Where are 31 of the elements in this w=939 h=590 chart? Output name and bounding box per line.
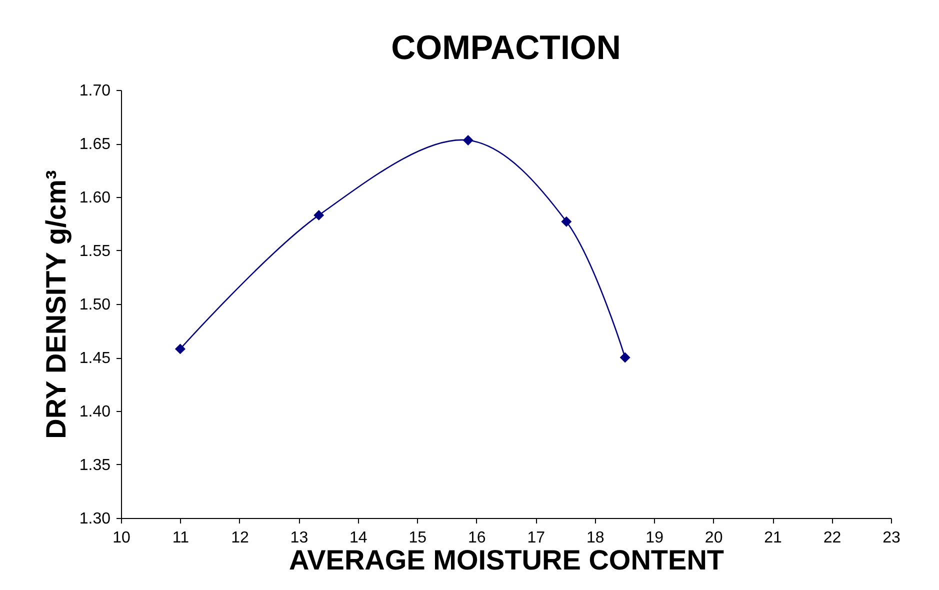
chart-title: COMPACTION bbox=[391, 29, 621, 67]
x-tick-label: 17 bbox=[527, 530, 546, 546]
point bbox=[174, 344, 186, 354]
y-tick-label: 1.35 bbox=[79, 457, 111, 474]
x-tick-label: 10 bbox=[112, 530, 130, 546]
point bbox=[561, 216, 572, 227]
y-tick-label: 1.45 bbox=[79, 350, 111, 367]
x-tick-label: 21 bbox=[764, 530, 782, 546]
point bbox=[462, 135, 474, 146]
x-tick-label: 15 bbox=[408, 530, 427, 546]
y-tick-label: 1.40 bbox=[79, 404, 111, 420]
x-tick-label: 14 bbox=[350, 530, 368, 546]
x-tick-label: 16 bbox=[468, 530, 486, 546]
x-tick-label: 23 bbox=[882, 530, 900, 546]
point bbox=[620, 352, 630, 363]
y-tick-label: 1.60 bbox=[79, 190, 111, 206]
y-tick-label: 1.30 bbox=[79, 510, 111, 528]
x-tick-label: 18 bbox=[586, 530, 604, 546]
x-axis-title: AVERAGE MOISTURE CONTENT bbox=[288, 544, 724, 576]
x-tick-label: 13 bbox=[290, 530, 308, 546]
x-tick-label: 12 bbox=[231, 530, 249, 546]
y-tick-label: 1.65 bbox=[79, 136, 111, 153]
x-tick-label: 20 bbox=[704, 530, 723, 546]
y-tick-label: 1.50 bbox=[79, 296, 111, 314]
point bbox=[314, 210, 324, 220]
x-tick-label: 22 bbox=[823, 530, 842, 546]
x-tick-label: 19 bbox=[646, 530, 664, 546]
y-axis-title: DRY DENSITY g/cm³ bbox=[40, 170, 72, 439]
x-tick-label: 11 bbox=[172, 530, 190, 546]
y-tick-label: 1.70 bbox=[79, 82, 111, 100]
y-tick-label: 1.55 bbox=[79, 243, 111, 260]
